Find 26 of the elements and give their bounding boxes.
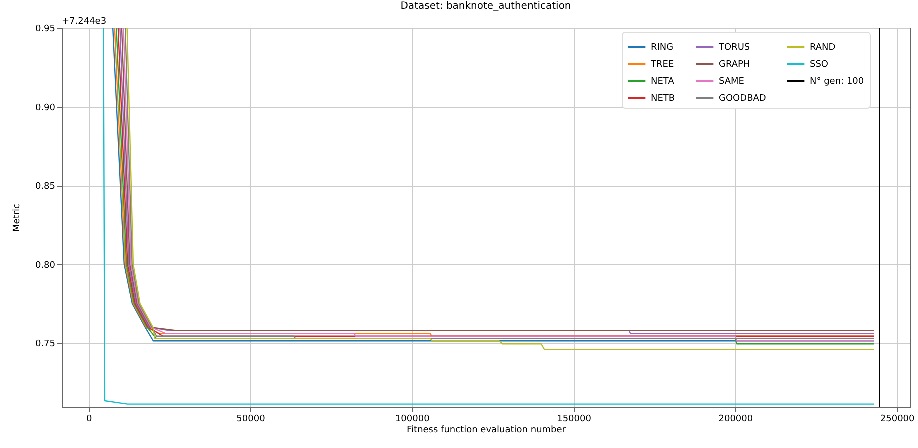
x-tick-label: 150000: [557, 414, 592, 424]
legend-label: N° gen: 100: [810, 77, 864, 87]
x-tick-label: 100000: [395, 414, 430, 424]
y-tick-label: 0.75: [35, 340, 56, 350]
y-axis-title: Metric: [12, 204, 22, 232]
x-tick-label: 50000: [236, 414, 266, 424]
legend-label: TREE: [650, 60, 674, 70]
text: +7.244e3: [62, 17, 107, 27]
y-tick-label: 0.85: [35, 182, 56, 192]
legend-label: TORUS: [718, 43, 750, 53]
y-tick-label: 0.90: [35, 103, 56, 114]
x-tick-label: 200000: [718, 414, 754, 424]
y-tick-label: 0.95: [35, 24, 56, 34]
legend-label: RAND: [810, 43, 836, 53]
legend-label: SSO: [810, 60, 829, 70]
y-tick-label: 0.80: [35, 260, 56, 271]
legend-label: GOODBAD: [719, 94, 766, 104]
x-axis-title: Fitness function evaluation number: [407, 426, 566, 436]
x-tick-label: 0: [86, 414, 92, 424]
legend-label: GRAPH: [719, 60, 750, 70]
legend-label: NETB: [651, 94, 676, 104]
legend-label: SAME: [719, 77, 745, 87]
legend-label: NETA: [651, 77, 676, 87]
chart-title: Dataset: banknote_authentication: [400, 1, 572, 12]
x-tick-label: 250000: [880, 414, 916, 424]
legend-label: RING: [651, 43, 674, 53]
